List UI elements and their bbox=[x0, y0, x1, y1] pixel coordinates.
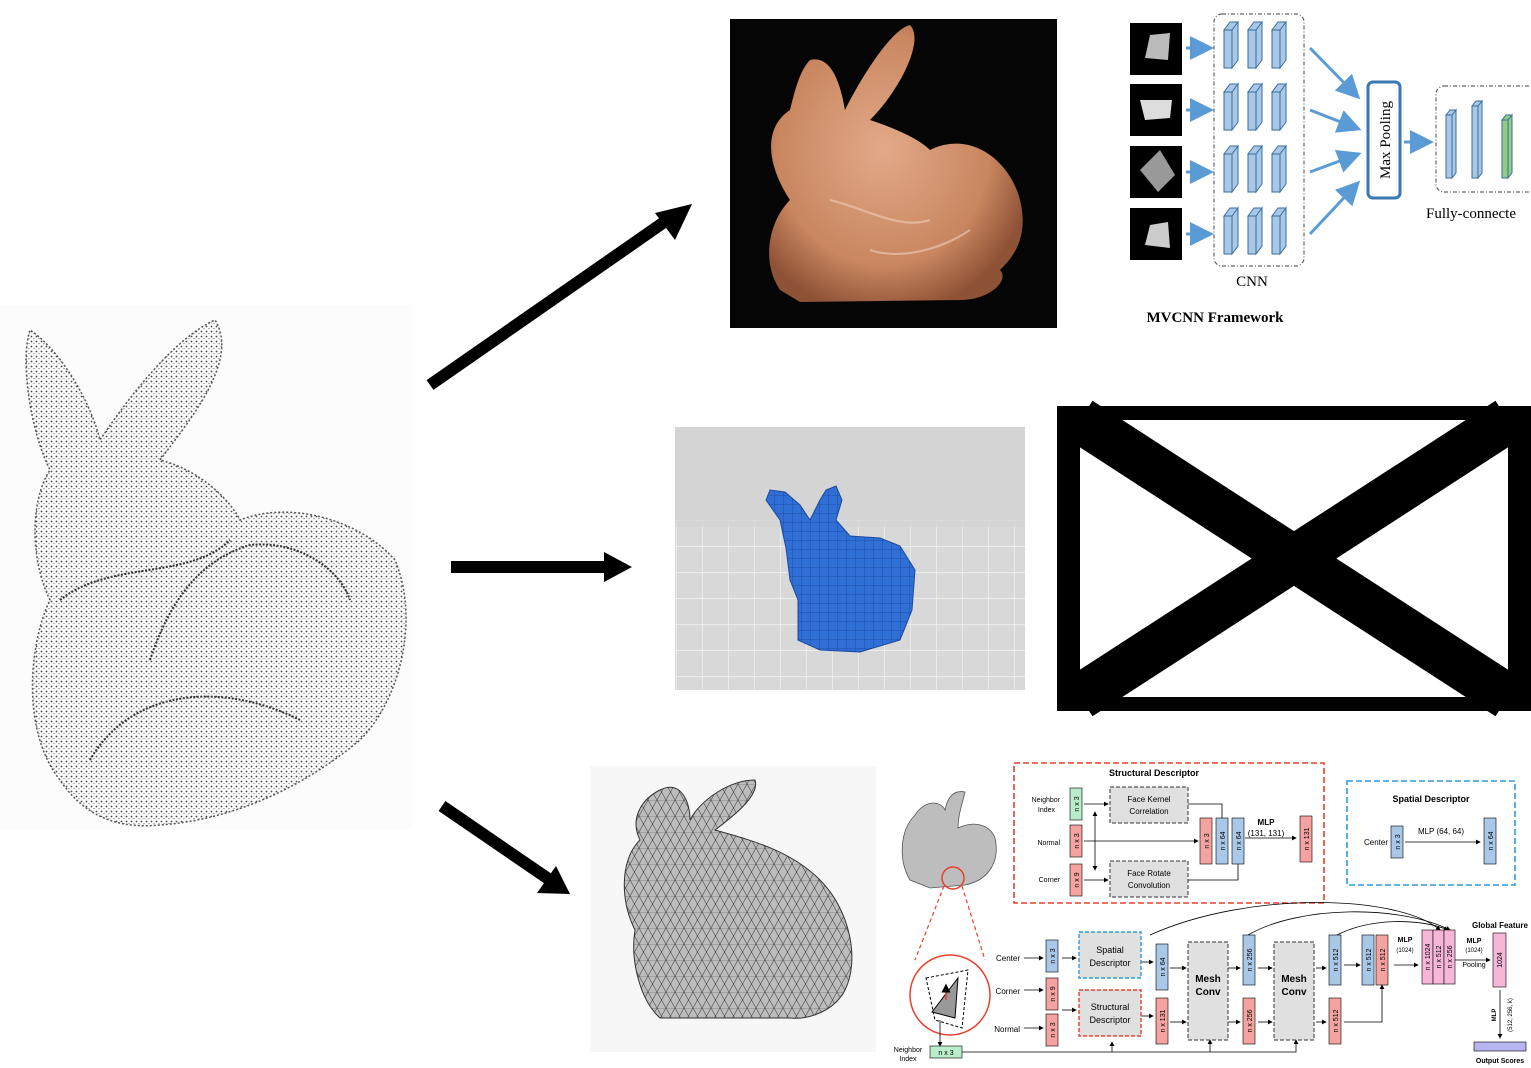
dim-label: n x 9 bbox=[1074, 872, 1081, 887]
pipeline-center-label: Center bbox=[996, 954, 1020, 963]
dim-label: n x 64 bbox=[1220, 831, 1227, 850]
corner-label: Corner bbox=[1039, 877, 1061, 884]
dim-label: n x 64 bbox=[1160, 957, 1167, 976]
rendered-bunny-photo bbox=[730, 19, 1057, 328]
output-scores-bar bbox=[1473, 1041, 1527, 1052]
dim-label: n x 9 bbox=[1050, 986, 1057, 1001]
structural-descriptor-title: Structural Descriptor bbox=[1109, 768, 1200, 778]
dim-label: n x 512 bbox=[1436, 945, 1443, 968]
cnn-label: CNN bbox=[1236, 274, 1268, 290]
mesh-conv-label: Mesh bbox=[1281, 974, 1307, 985]
dim-label: n x 1024 bbox=[1425, 943, 1432, 970]
spatial-descriptor-box bbox=[1346, 780, 1516, 886]
spatial-desc-label-2: Descriptor bbox=[1089, 958, 1130, 968]
neighbor-index-tag-bottom bbox=[929, 1045, 963, 1059]
mlp-131-label: MLP bbox=[1258, 818, 1276, 827]
arrow-to-mesh bbox=[438, 801, 570, 894]
face-rotate-label-2: Convolution bbox=[1128, 881, 1170, 890]
dim-label: n x 3 bbox=[1074, 833, 1081, 848]
face-kernel-label-2: Correlation bbox=[1129, 807, 1168, 816]
mlp-final-label: MLP bbox=[1492, 1009, 1498, 1022]
pooling-label: Pooling bbox=[1462, 962, 1485, 969]
structural-descriptor-block bbox=[1078, 989, 1142, 1037]
mlp-final-dims: (512, 256, k) bbox=[1508, 998, 1514, 1032]
mlp-1024-dims: (1024) bbox=[1396, 948, 1413, 954]
face-rotate-label: Face Rotate bbox=[1127, 869, 1171, 878]
mesh-conv-1 bbox=[1187, 941, 1229, 1041]
voxel-bunny-render bbox=[675, 427, 1025, 690]
face-rotate-box bbox=[1109, 860, 1189, 898]
mesh-conv-2 bbox=[1273, 941, 1315, 1041]
cnn-group-box bbox=[1213, 13, 1305, 267]
corner-tag bbox=[1069, 863, 1083, 897]
spatial-descriptor-block bbox=[1078, 931, 1142, 979]
mesh-bunny-render bbox=[590, 766, 876, 1052]
spatial-descriptor-title: Spatial Descriptor bbox=[1392, 794, 1470, 804]
dim-label: n x 512 bbox=[1333, 948, 1340, 971]
structural-descriptor-box bbox=[1013, 762, 1325, 904]
fully-connected-label: Fully-connecte bbox=[1426, 206, 1516, 222]
arrow-to-voxel bbox=[451, 552, 632, 582]
placeholder-image bbox=[1057, 400, 1531, 717]
dim-label: n x 64 bbox=[1488, 831, 1495, 850]
mvcnn-framework-title: MVCNN Framework bbox=[1146, 310, 1284, 326]
dim-label: n x 131 bbox=[1160, 1009, 1167, 1032]
structural-desc-label-2: Descriptor bbox=[1089, 1015, 1130, 1025]
mesh-conv-label-2: Conv bbox=[1196, 987, 1221, 998]
face-kernel-label: Face Kernel bbox=[1127, 795, 1170, 804]
dim-label: n x 512 bbox=[1333, 1009, 1340, 1032]
neighbor-index-tag bbox=[1069, 787, 1083, 821]
mvcnn-diagram: CNN Max Pooling Fully-connecte MVCNN Fra… bbox=[1130, 13, 1531, 326]
spatial-desc-label: Spatial bbox=[1096, 945, 1124, 955]
view-to-cnn-arrows bbox=[1186, 36, 1214, 246]
pipeline-neighbor-label-2: Index bbox=[899, 1056, 917, 1063]
cnn-blocks bbox=[1223, 20, 1287, 256]
center-label: Center bbox=[1364, 838, 1388, 847]
mlp-131-dims: (131, 131) bbox=[1248, 829, 1285, 838]
cnn-to-pooling-arrows bbox=[1308, 46, 1362, 236]
zoom-circle bbox=[941, 866, 965, 890]
dim-label: n x 3 bbox=[1050, 948, 1057, 963]
neighbor-index-label: Neighbor bbox=[1032, 797, 1061, 804]
dim-label: n x 256 bbox=[1447, 945, 1454, 968]
dim-label: 1024 bbox=[1497, 952, 1504, 968]
fc-blocks bbox=[1444, 99, 1514, 180]
dim-label: n x 512 bbox=[1366, 948, 1373, 971]
dim-label: n x 3 bbox=[938, 1050, 953, 1057]
meshnet-diagram: Structural Descriptor Neighbor Index Nor… bbox=[894, 762, 1529, 1065]
max-pooling-box bbox=[1366, 80, 1402, 200]
neighbor-index-label-2: Index bbox=[1038, 807, 1056, 814]
fc-group-box bbox=[1435, 85, 1531, 193]
normal-tag bbox=[1069, 824, 1083, 858]
dim-label: n x 3 bbox=[1074, 796, 1081, 811]
dim-label: n x 512 bbox=[1380, 948, 1387, 971]
structural-desc-label: Structural bbox=[1091, 1002, 1130, 1012]
view-thumbnails bbox=[1130, 23, 1182, 260]
dim-label: n x 64 bbox=[1236, 831, 1243, 850]
arrow-to-multiview bbox=[426, 204, 692, 390]
mesh-conv-label: Mesh bbox=[1195, 974, 1221, 985]
dim-label: n x 3 bbox=[1050, 1022, 1057, 1037]
normal-label: Normal bbox=[1037, 840, 1060, 847]
pooling-dims: (1024) bbox=[1465, 948, 1482, 954]
dim-label: n x 3 bbox=[1395, 834, 1402, 849]
mlp-1024-label: MLP bbox=[1398, 937, 1413, 944]
pipeline-normal-label: Normal bbox=[994, 1025, 1020, 1034]
mesh-conv-label-2: Conv bbox=[1282, 987, 1307, 998]
dim-label: n x 256 bbox=[1247, 948, 1254, 971]
pipeline-neighbor-label: Neighbor bbox=[894, 1047, 923, 1054]
pipeline-corner-label: Corner bbox=[996, 987, 1021, 996]
pooling-mlp-label: MLP bbox=[1467, 938, 1482, 945]
face-kernel-box bbox=[1109, 786, 1189, 824]
meshnet-small-bunny bbox=[901, 791, 997, 889]
dim-label: n x 256 bbox=[1247, 1009, 1254, 1032]
dim-label: n x 3 bbox=[1204, 833, 1211, 848]
point-cloud-bunny bbox=[0, 305, 412, 829]
max-pooling-label: Max Pooling bbox=[1378, 101, 1394, 179]
global-feature-label: Global Feature bbox=[1472, 921, 1529, 930]
mlp-64-label: MLP (64, 64) bbox=[1418, 827, 1464, 836]
dim-label: n x 131 bbox=[1304, 827, 1311, 850]
output-scores-label: Output Scores bbox=[1476, 1058, 1524, 1065]
